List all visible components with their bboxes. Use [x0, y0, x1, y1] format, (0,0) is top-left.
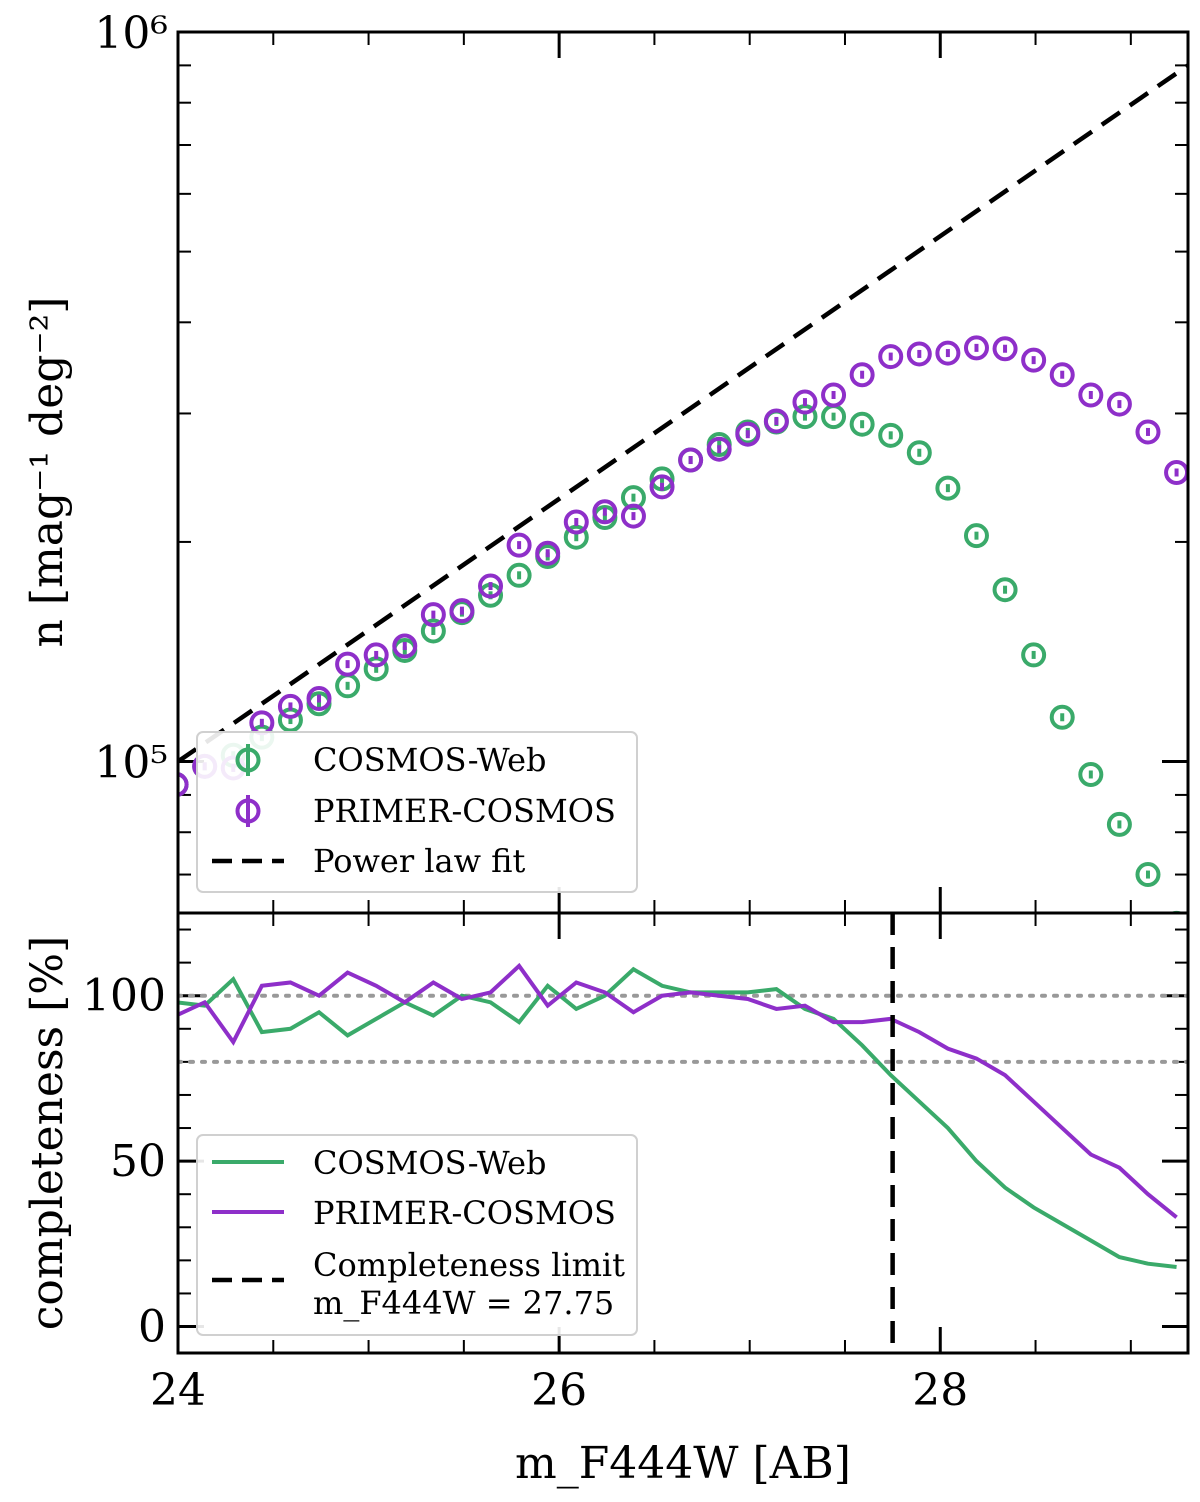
- y-tick-label: 10⁵: [94, 738, 168, 789]
- primer-cosmos-point: [506, 532, 532, 558]
- primer-cosmos-point: [763, 408, 789, 434]
- completeness-y-axis-label: completeness [%]: [22, 936, 73, 1331]
- x-axis-label: m_F444W [AB]: [515, 1438, 851, 1489]
- cosmos-web-point: [563, 524, 589, 550]
- completeness-panel-frame: [176, 911, 1190, 1355]
- counts-panel: 10⁵ 10⁶ n [mag⁻¹ deg⁻²]: [22, 8, 1190, 915]
- cosmos-web-point: [935, 475, 961, 501]
- counts-legend: COSMOS-Web PRIMER-COSMOS Power law fit: [196, 731, 638, 893]
- primer-cosmos-point: [792, 389, 818, 415]
- cosmos-web-point: [963, 523, 989, 549]
- legend-label-completeness-limit: Completeness limit: [313, 1246, 625, 1284]
- primer-cosmos-point: [906, 341, 932, 367]
- primer-cosmos-point: [678, 447, 704, 473]
- x-tick-label: 26: [531, 1365, 587, 1416]
- cosmos-web-point: [849, 411, 875, 437]
- legend-label-completeness-value: m_F444W = 27.75: [313, 1284, 614, 1322]
- legend-label-cosmos-web: COSMOS-Web: [313, 741, 547, 779]
- cosmos-web-point: [878, 422, 904, 448]
- primer-cosmos-point: [535, 540, 561, 566]
- y-tick-label: 50: [110, 1136, 166, 1187]
- cosmos-web-point: [906, 440, 932, 466]
- completeness-legend-box: [196, 1134, 638, 1336]
- primer-cosmos-point: [178, 772, 189, 797]
- counts-legend-box: [196, 731, 638, 893]
- counts-y-tick-labels: 10⁵ 10⁶: [94, 8, 168, 789]
- primer-cosmos-point: [1164, 460, 1188, 485]
- primer-cosmos-point: [478, 573, 504, 599]
- primer-cosmos-point: [849, 362, 875, 388]
- primer-cosmos-point: [249, 710, 275, 736]
- x-tick-label: 28: [912, 1365, 968, 1416]
- cosmos-web-point: [506, 562, 532, 588]
- primer-cosmos-point: [735, 421, 761, 447]
- primer-cosmos-point: [963, 335, 989, 361]
- primer-cosmos-point: [392, 633, 418, 659]
- completeness-y-tick-labels: 0 50 100: [82, 971, 166, 1353]
- primer-cosmos-point: [1106, 391, 1132, 417]
- cosmos-web-point: [992, 577, 1018, 603]
- primer-cosmos-point: [935, 340, 961, 366]
- cosmos-web-point: [1078, 761, 1104, 787]
- primer-cosmos-point: [306, 686, 332, 712]
- primer-cosmos-point: [335, 651, 361, 677]
- primer-cosmos-point: [992, 336, 1018, 362]
- cosmos-web-point: [335, 673, 361, 699]
- primer-cosmos-point: [449, 598, 475, 624]
- legend-label-primer-cosmos: PRIMER-COSMOS: [313, 1194, 616, 1232]
- primer-cosmos-point: [420, 602, 446, 628]
- primer-cosmos-point: [592, 499, 618, 525]
- completeness-line-cosmos-web: [178, 966, 1177, 1269]
- counts-y-axis-label: n [mag⁻¹ deg⁻²]: [22, 297, 73, 648]
- cosmos-web-point: [821, 404, 847, 430]
- completeness-legend: COSMOS-Web PRIMER-COSMOS Completeness li…: [196, 1134, 638, 1336]
- cosmos-web-point: [1169, 910, 1184, 913]
- power-law-fit-line: [178, 63, 1188, 764]
- legend-marker-cosmos-web: [235, 744, 261, 776]
- primer-cosmos-point: [277, 693, 303, 719]
- x-tick-label: 24: [150, 1365, 206, 1416]
- legend-label-power-law: Power law fit: [313, 842, 526, 880]
- cosmos-web-point: [420, 618, 446, 644]
- y-tick-label: 10⁶: [94, 8, 168, 59]
- cosmos-web-point: [1135, 862, 1161, 888]
- legend-label-primer-cosmos: PRIMER-COSMOS: [313, 792, 616, 830]
- counts-data-points: [178, 335, 1188, 913]
- completeness-line-primer-cosmos: [178, 962, 1178, 1219]
- primer-cosmos-point: [1049, 362, 1075, 388]
- y-tick-label: 100: [82, 971, 166, 1022]
- completeness-panel: 0 50 100 24 26 28 completeness [%] m_F444W […: [22, 911, 1190, 1489]
- cosmos-web-point: [1021, 642, 1047, 668]
- cosmos-web-point: [1106, 811, 1132, 837]
- primer-cosmos-point: [1021, 347, 1047, 373]
- x-tick-labels: 24 26 28: [150, 1365, 968, 1416]
- primer-cosmos-point: [821, 382, 847, 408]
- primer-cosmos-point: [363, 642, 389, 668]
- primer-cosmos-point: [1078, 382, 1104, 408]
- cosmos-web-point: [1049, 704, 1075, 730]
- cosmos-web-point: [620, 485, 646, 511]
- primer-cosmos-point: [563, 509, 589, 535]
- legend-marker-primer-cosmos: [235, 795, 261, 827]
- legend-label-cosmos-web: COSMOS-Web: [313, 1144, 547, 1182]
- primer-cosmos-point: [1135, 419, 1161, 445]
- y-tick-label: 0: [138, 1302, 166, 1353]
- primer-cosmos-point: [706, 436, 732, 462]
- primer-cosmos-point: [878, 344, 904, 370]
- primer-cosmos-point: [620, 503, 646, 529]
- primer-cosmos-point: [649, 474, 675, 500]
